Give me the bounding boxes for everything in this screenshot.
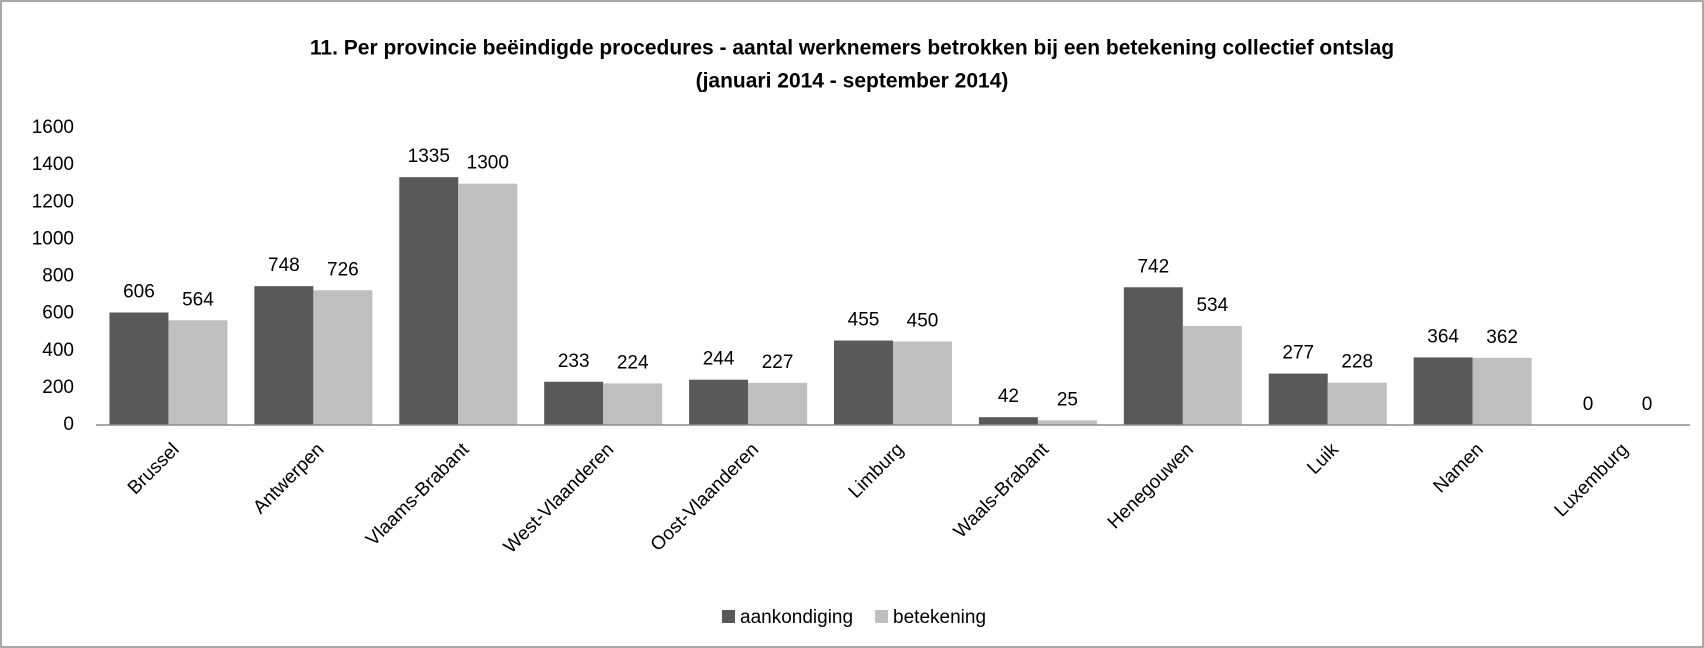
- bar: [109, 312, 169, 425]
- data-label: 748: [268, 255, 300, 276]
- bar: [1413, 357, 1473, 425]
- data-label: 42: [998, 386, 1019, 407]
- bar: [168, 320, 228, 425]
- y-tick-label: 1400: [32, 154, 74, 175]
- data-label: 606: [123, 282, 155, 303]
- bar: [893, 341, 952, 425]
- chart-title: 11. Per provincie beëindigde procedures …: [310, 37, 1394, 60]
- data-label: 244: [703, 349, 735, 370]
- data-label: 228: [1341, 352, 1373, 373]
- bar: [978, 417, 1038, 425]
- chart-subtitle: (januari 2014 - september 2014): [696, 70, 1009, 93]
- data-label: 0: [1583, 394, 1594, 415]
- data-label: 362: [1486, 327, 1518, 348]
- data-label: 450: [907, 310, 939, 331]
- y-tick-label: 800: [42, 266, 74, 287]
- bar: [458, 183, 518, 425]
- bar: [399, 177, 459, 425]
- data-label: 1335: [408, 146, 450, 167]
- data-label: 233: [558, 351, 590, 372]
- bar: [689, 379, 749, 425]
- legend-label: betekening: [893, 607, 986, 628]
- bar: [1182, 325, 1242, 425]
- bar: [1123, 287, 1183, 425]
- y-tick-label: 1600: [32, 117, 74, 138]
- y-tick-label: 400: [42, 340, 74, 361]
- bar: [603, 383, 663, 425]
- data-label: 1300: [467, 153, 509, 174]
- y-tick-label: 1200: [32, 191, 74, 212]
- data-label: 277: [1282, 343, 1314, 364]
- legend-swatch: [722, 610, 735, 623]
- data-label: 726: [327, 259, 359, 280]
- data-label: 227: [762, 352, 794, 373]
- y-tick-label: 0: [63, 414, 74, 435]
- bar: [254, 286, 314, 425]
- bar: [313, 290, 373, 425]
- bar: [834, 340, 893, 425]
- data-label: 25: [1057, 389, 1078, 410]
- y-tick-label: 1000: [32, 228, 74, 249]
- data-label: 455: [848, 310, 880, 331]
- y-tick-label: 200: [42, 377, 74, 398]
- data-label: 0: [1642, 394, 1653, 415]
- bar: [1037, 420, 1097, 425]
- data-label: 224: [617, 352, 649, 373]
- legend-label: aankondiging: [740, 607, 853, 628]
- data-label: 364: [1427, 326, 1459, 347]
- bar: [544, 381, 604, 425]
- data-label: 564: [182, 289, 214, 310]
- data-label: 534: [1196, 295, 1228, 316]
- bar: [748, 382, 808, 425]
- y-tick-label: 600: [42, 303, 74, 324]
- bar: [1268, 373, 1328, 425]
- bar: [1327, 382, 1387, 425]
- legend-swatch: [875, 610, 889, 623]
- data-label: 742: [1137, 256, 1169, 277]
- bar: [1472, 357, 1532, 425]
